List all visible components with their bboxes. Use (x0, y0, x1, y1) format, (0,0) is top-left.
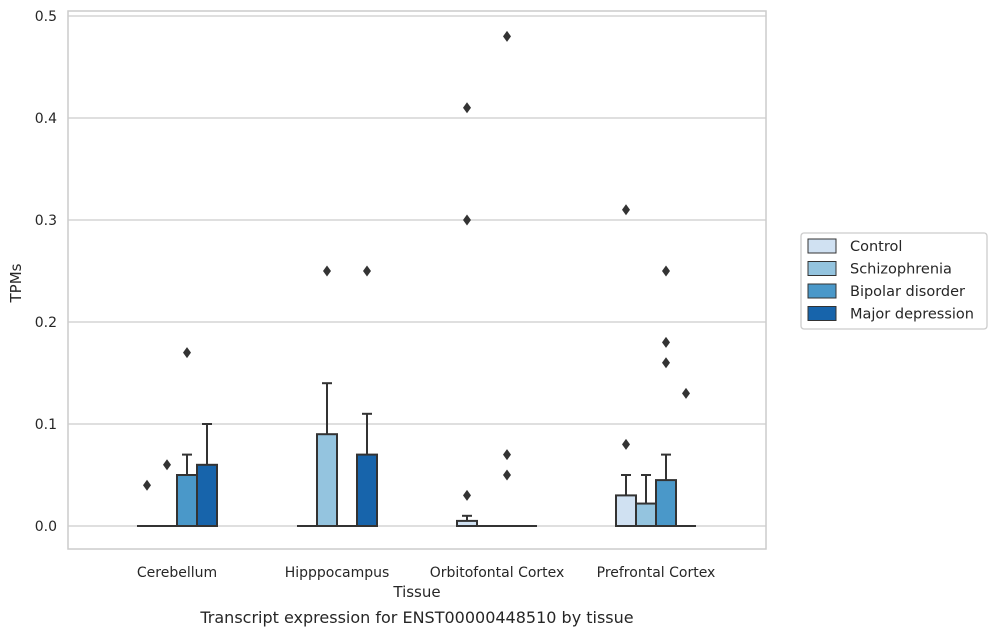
outlier-point (323, 265, 331, 277)
legend-swatch (807, 283, 837, 299)
legend-item: Bipolar disorder (807, 283, 965, 300)
legend-item: Control (807, 238, 902, 255)
outlier-point (662, 265, 670, 277)
x-axis-ticks: Cerebellum Hipppocampus Orbitofontal Corte… (137, 565, 715, 581)
outlier-point (682, 387, 690, 399)
x-tick-label: Hipppocampus (285, 565, 390, 581)
x-tick-label: Cerebellum (137, 565, 217, 581)
y-tick-label: 0.5 (35, 9, 57, 25)
legend-swatch (807, 261, 837, 276)
box-schizophrenia (157, 459, 177, 527)
legend-swatch (807, 306, 837, 321)
x-tick-label: Prefrontal Cortex (597, 565, 716, 581)
legend-label: Bipolar disorder (850, 284, 965, 300)
y-tick-label: 0.2 (35, 315, 57, 331)
box (176, 474, 198, 527)
legend-label: Major depression (850, 307, 974, 323)
box (196, 463, 218, 527)
box-schizophrenia (316, 265, 338, 528)
box-major-depression (676, 387, 696, 527)
plot-frame (67, 10, 767, 550)
box-control (137, 479, 157, 527)
x-axis-label: Tissue (392, 583, 440, 601)
x-tick-label: Orbitofontal Cortex (430, 565, 565, 581)
legend-swatch (807, 238, 837, 254)
outlier-point (183, 347, 191, 359)
box-control (456, 102, 478, 528)
outlier-point (503, 30, 511, 42)
box-control (615, 204, 637, 527)
y-tick-label: 0.1 (35, 417, 57, 433)
legend-item: Schizophrenia (807, 261, 952, 278)
box-bipolar-disorder (176, 347, 198, 527)
outlier-point (662, 336, 670, 348)
grid-lines (68, 15, 766, 527)
y-axis-ticks: 0.0 0.1 0.2 0.3 0.4 0.5 (35, 9, 57, 535)
outlier-point (622, 438, 630, 450)
box (655, 479, 677, 528)
y-tick-label: 0.3 (35, 213, 57, 229)
y-tick-label: 0.0 (35, 519, 57, 535)
y-tick-label: 0.4 (35, 111, 57, 127)
legend-label: Control (850, 239, 902, 255)
outlier-point (463, 214, 471, 226)
outlier-point (463, 489, 471, 501)
legend: Control Schizophrenia Bipolar disorder Majo… (800, 232, 988, 330)
chart-caption: Transcript expression for ENST0000044851… (199, 608, 633, 627)
outlier-point (503, 469, 511, 481)
box-bipolar-disorder (497, 30, 517, 527)
outlier-point (143, 479, 151, 491)
y-axis-label: TPMs (7, 263, 25, 303)
box-schizophrenia (635, 474, 657, 527)
legend-item: Major depression (807, 306, 974, 323)
box-bipolar-disorder (655, 265, 677, 528)
box-major-depression (356, 265, 378, 528)
outlier-point (463, 102, 471, 114)
box (316, 433, 338, 528)
legend-label: Schizophrenia (850, 262, 952, 278)
outlier-point (503, 449, 511, 461)
outlier-point (363, 265, 371, 277)
box (635, 502, 657, 527)
box-major-depression (196, 423, 218, 527)
box (356, 453, 378, 528)
box (615, 494, 637, 527)
outlier-point (662, 357, 670, 369)
legend-frame (800, 232, 988, 330)
box-plots (137, 30, 696, 528)
outlier-point (622, 204, 630, 216)
outlier-point (163, 459, 171, 471)
